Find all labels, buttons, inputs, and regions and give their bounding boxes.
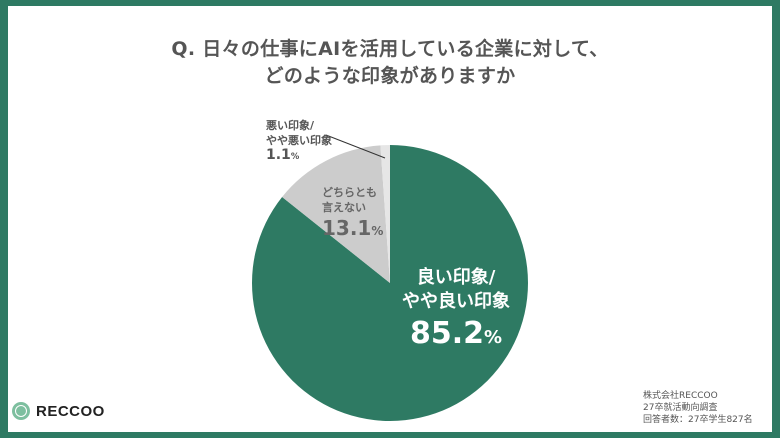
label-negative-value: 1.1% — [266, 147, 300, 163]
label-negative-line2: やや悪い印象 — [266, 134, 332, 147]
slice-neutral — [282, 145, 390, 283]
label-neutral: どちらとも 言えない 13.1% — [322, 185, 383, 244]
brand-logo: RECCOO — [12, 402, 105, 420]
logo-mark-icon — [12, 402, 30, 420]
label-positive-line2: やや良い印象 — [402, 291, 510, 312]
label-neutral-value: 13.1% — [322, 216, 384, 240]
label-positive: 良い印象/ やや良い印象 85.2% — [400, 266, 512, 358]
title-line-2: どのような印象がありますか — [264, 65, 516, 87]
brand-name: RECCOO — [36, 402, 105, 420]
label-positive-value: 85.2% — [409, 316, 503, 351]
source-line-1: 株式会社RECCOO — [643, 391, 718, 401]
chart-title: Q. 日々の仕事にAIを活用している企業に対して、 どのような印象がありますか — [0, 36, 780, 90]
label-neutral-line2: 言えない — [322, 201, 366, 214]
leader-line — [325, 134, 386, 159]
label-positive-line1: 良い印象/ — [416, 267, 496, 288]
label-neutral-line1: どちらとも — [322, 186, 377, 199]
slice-negative — [380, 145, 390, 283]
label-negative-line1: 悪い印象/ — [266, 119, 315, 132]
label-negative: 悪い印象/ やや悪い印象 1.1% — [266, 118, 332, 164]
title-line-1: Q. 日々の仕事にAIを活用している企業に対して、 — [171, 38, 609, 60]
source-line-3: 回答者数：27卒学生827名 — [643, 415, 753, 425]
source-line-2: 27卒就活動向調査 — [643, 403, 718, 413]
source-note: 株式会社RECCOO 27卒就活動向調査 回答者数：27卒学生827名 — [643, 390, 753, 426]
